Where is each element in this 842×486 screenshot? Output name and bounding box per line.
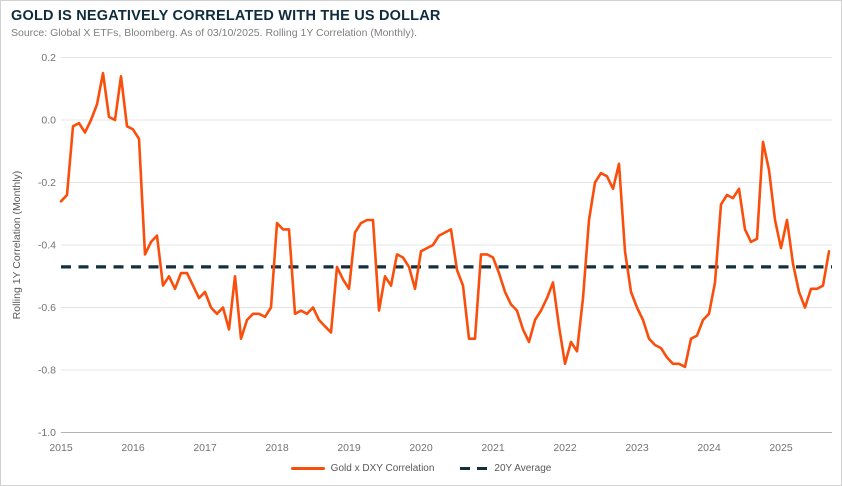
y-tick-label: -0.6 (38, 302, 56, 314)
legend-item-gold-dxy: Gold x DXY Correlation (290, 463, 435, 474)
y-tick-label: -1.0 (38, 427, 56, 439)
x-tick-label: 2022 (553, 442, 577, 454)
y-tick-label: 0.2 (41, 52, 56, 64)
x-tick-label: 2025 (769, 442, 793, 454)
chart-header: GOLD IS NEGATIVELY CORRELATED WITH THE U… (11, 8, 831, 39)
x-tick-label: 2021 (481, 442, 505, 454)
x-tick-label: 2015 (49, 442, 73, 454)
legend-label-20y-average: 20Y Average (494, 463, 552, 474)
x-tick-label: 2016 (121, 442, 145, 454)
source-note: Source: Global X ETFs, Bloomberg. As of … (11, 27, 418, 39)
y-tick-label: -0.8 (38, 365, 56, 377)
y-tick-label: -0.4 (38, 240, 56, 252)
legend-label-gold-dxy: Gold x DXY Correlation (330, 463, 435, 474)
x-tick-label: 2018 (265, 442, 289, 454)
page-title: GOLD IS NEGATIVELY CORRELATED WITH THE U… (11, 8, 441, 24)
x-tick-label: 2020 (409, 442, 433, 454)
legend-item-20y-average: 20Y Average (460, 463, 551, 474)
correlation-line (59, 71, 831, 369)
x-tick-label: 2024 (697, 442, 721, 454)
y-tick-label: 0.0 (41, 115, 56, 127)
x-tick-label: 2017 (193, 442, 217, 454)
x-tick-label: 2023 (625, 442, 649, 454)
legend: Gold x DXY Correlation 20Y Average (1, 463, 841, 474)
dashed-line-swatch (460, 467, 489, 470)
orange-line-swatch (290, 467, 325, 470)
y-axis-title: Rolling 1Y Correlation (Monthly) (11, 171, 23, 320)
x-tick-label: 2019 (337, 442, 361, 454)
y-tick-label: -0.2 (38, 177, 56, 189)
